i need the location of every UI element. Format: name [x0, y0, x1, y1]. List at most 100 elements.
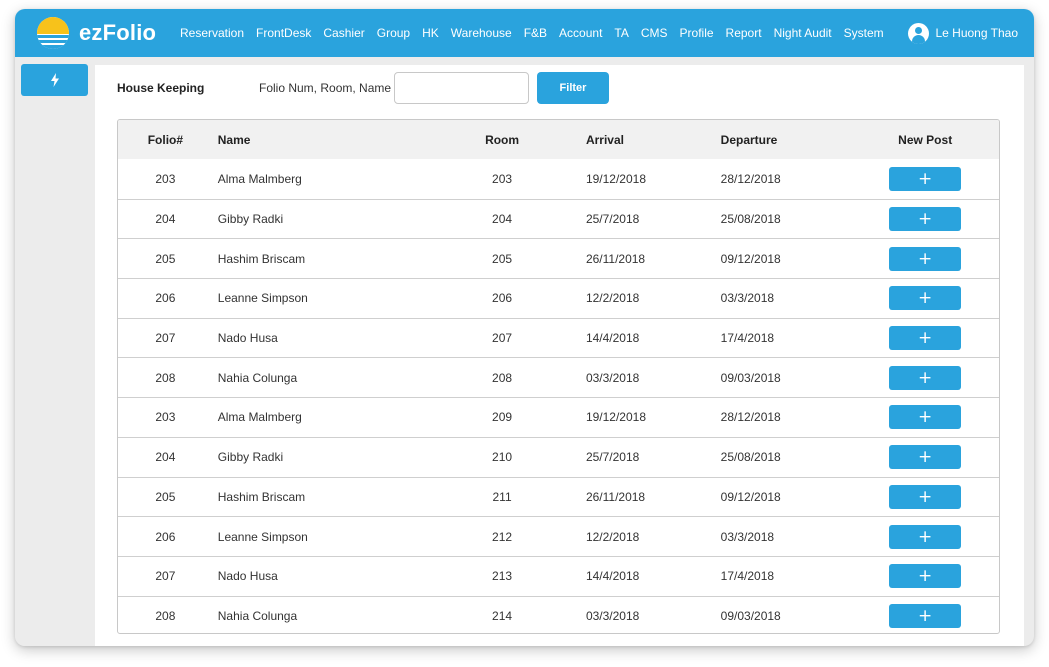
- folio-cell: 208: [155, 370, 176, 385]
- guest-name-cell: Nado Husa: [217, 331, 278, 346]
- folio-cell: 208: [155, 608, 176, 623]
- new-post-cell: +: [851, 603, 999, 628]
- add-post-button[interactable]: +: [889, 286, 962, 311]
- table-header: Folio# Name Room Arrival Departure New P…: [118, 120, 999, 159]
- room-cell: 213: [492, 569, 513, 584]
- nav-item-group[interactable]: Group: [376, 26, 411, 40]
- arrival-cell: 14/4/2018: [585, 331, 640, 346]
- nav-item-hk[interactable]: HK: [422, 26, 439, 40]
- guest-name-cell: Leanne Simpson: [217, 529, 308, 544]
- add-post-button[interactable]: +: [889, 326, 962, 351]
- add-post-button[interactable]: +: [889, 564, 962, 589]
- search-input[interactable]: [394, 72, 529, 104]
- new-post-cell: +: [851, 286, 999, 311]
- header-folio[interactable]: Folio#: [147, 132, 184, 147]
- folio-cell: 205: [155, 489, 176, 504]
- nav-item-frontdesk[interactable]: FrontDesk: [256, 26, 312, 40]
- add-post-button[interactable]: +: [889, 445, 962, 470]
- folio-cell: 204: [155, 450, 176, 465]
- new-post-cell: +: [851, 246, 999, 271]
- table-row[interactable]: 208 Nahia Colunga 214 03/3/2018 09/03/2018 +: [118, 595, 999, 633]
- table-row[interactable]: 206 Leanne Simpson 212 12/2/2018 03/3/2018 +: [118, 516, 999, 556]
- header-new-post: New Post: [898, 132, 953, 147]
- arrival-cell: 03/3/2018: [585, 370, 640, 385]
- guest-name-cell: Alma Malmberg: [217, 410, 302, 425]
- main-content: House Keeping Folio Num, Room, Name Filt…: [95, 65, 1024, 646]
- folio-cell: 203: [155, 171, 176, 186]
- new-post-cell: +: [851, 326, 999, 351]
- table-row[interactable]: 204 Gibby Radki 210 25/7/2018 25/08/2018 +: [118, 436, 999, 477]
- arrival-cell: 19/12/2018: [585, 410, 646, 425]
- room-cell: 206: [492, 291, 513, 306]
- header-name[interactable]: Name: [217, 132, 251, 147]
- new-post-cell: +: [851, 484, 999, 509]
- user-name: Le Huong Thao: [935, 26, 1018, 40]
- table-row[interactable]: 203 Alma Malmberg 203 19/12/2018 28/12/2018 +: [118, 159, 999, 199]
- nav-item-account[interactable]: Account: [559, 26, 603, 40]
- nav-item-report[interactable]: Report: [725, 26, 762, 40]
- nav-item-ta[interactable]: TA: [614, 26, 629, 40]
- nav-item-cms[interactable]: CMS: [640, 26, 668, 40]
- bolt-icon: [50, 73, 59, 87]
- guest-name-cell: Gibby Radki: [217, 450, 284, 465]
- quick-action-button[interactable]: [21, 64, 88, 96]
- table-row[interactable]: 207 Nado Husa 213 14/4/2018 17/4/2018 +: [118, 555, 999, 596]
- room-cell: 210: [492, 450, 513, 465]
- table-row[interactable]: 205 Hashim Briscam 205 26/11/2018 09/12/2018…: [118, 238, 999, 278]
- nav-item-warehouse[interactable]: Warehouse: [450, 26, 512, 40]
- nav-item-reservation[interactable]: Reservation: [180, 26, 245, 40]
- ezfolio-logo-icon[interactable]: [37, 17, 69, 49]
- guest-name-cell: Nado Husa: [217, 569, 278, 584]
- nav-item-system[interactable]: System: [843, 26, 884, 40]
- folio-cell: 206: [155, 291, 176, 306]
- new-post-cell: +: [851, 564, 999, 589]
- header-departure[interactable]: Departure: [720, 132, 778, 147]
- arrival-cell: 19/12/2018: [585, 171, 646, 186]
- table-row[interactable]: 207 Nado Husa 207 14/4/2018 17/4/2018 +: [118, 317, 999, 358]
- filter-button[interactable]: Filter: [537, 72, 609, 104]
- add-post-button[interactable]: +: [889, 484, 962, 509]
- add-post-button[interactable]: +: [889, 166, 962, 191]
- page-title: House Keeping: [117, 81, 205, 95]
- nav-item-profile[interactable]: Profile: [679, 26, 714, 40]
- table-row[interactable]: 206 Leanne Simpson 206 12/2/2018 03/3/2018 +: [118, 278, 999, 318]
- table-row[interactable]: 204 Gibby Radki 204 25/7/2018 25/08/2018 +: [118, 198, 999, 239]
- arrival-cell: 25/7/2018: [585, 212, 640, 227]
- add-post-button[interactable]: +: [889, 365, 962, 390]
- arrival-cell: 12/2/2018: [585, 529, 640, 544]
- table-row[interactable]: 203 Alma Malmberg 209 19/12/2018 28/12/2018 +: [118, 397, 999, 437]
- table-row[interactable]: 208 Nahia Colunga 208 03/3/2018 09/03/2018 +: [118, 357, 999, 397]
- arrival-cell: 26/11/2018: [585, 251, 646, 266]
- departure-cell: 09/12/2018: [720, 489, 781, 504]
- departure-cell: 03/3/2018: [720, 529, 775, 544]
- header-room[interactable]: Room: [485, 132, 520, 147]
- room-cell: 203: [492, 171, 513, 186]
- add-post-button[interactable]: +: [889, 207, 962, 232]
- room-cell: 214: [492, 608, 513, 623]
- departure-cell: 25/08/2018: [720, 212, 781, 227]
- brand-name[interactable]: ezFolio: [79, 20, 157, 45]
- nav-item-night-audit[interactable]: Night Audit: [773, 26, 832, 40]
- table-body: 203 Alma Malmberg 203 19/12/2018 28/12/2018 +…: [118, 159, 999, 633]
- user-menu[interactable]: Le Huong Thao: [908, 9, 1018, 57]
- room-cell: 211: [492, 489, 512, 504]
- header-arrival[interactable]: Arrival: [585, 132, 624, 147]
- new-post-cell: +: [851, 365, 999, 390]
- nav-item-cashier[interactable]: Cashier: [323, 26, 365, 40]
- add-post-button[interactable]: +: [889, 405, 962, 430]
- search-label: Folio Num, Room, Name: [259, 81, 392, 95]
- add-post-button[interactable]: +: [889, 524, 962, 549]
- folio-cell: 206: [155, 529, 176, 544]
- arrival-cell: 03/3/2018: [585, 608, 640, 623]
- table-row[interactable]: 205 Hashim Briscam 211 26/11/2018 09/12/2018…: [118, 476, 999, 517]
- add-post-button[interactable]: +: [889, 246, 962, 271]
- user-circle-icon: [908, 22, 930, 44]
- app-window: ezFolio Reservation FrontDesk Cashier Group…: [15, 9, 1034, 646]
- nav-item-f-b[interactable]: F&B: [523, 26, 548, 40]
- add-post-button[interactable]: +: [889, 603, 962, 628]
- guest-name-cell: Hashim Briscam: [217, 489, 306, 504]
- room-cell: 212: [492, 529, 513, 544]
- new-post-cell: +: [851, 207, 999, 232]
- room-cell: 204: [492, 212, 513, 227]
- departure-cell: 09/03/2018: [720, 370, 781, 385]
